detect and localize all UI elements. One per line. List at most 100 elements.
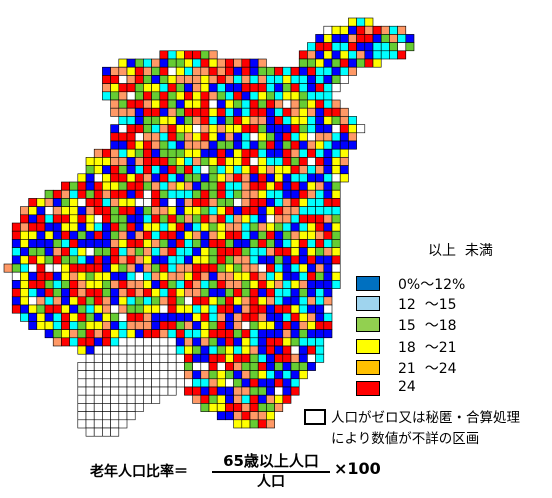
map-cell	[257, 353, 267, 363]
map-cell	[200, 116, 210, 125]
map-cell	[159, 116, 169, 125]
map-cell	[298, 58, 308, 68]
map-cell	[175, 353, 185, 363]
map-cell	[200, 255, 210, 265]
map-cell	[110, 124, 120, 134]
map-cell	[216, 312, 226, 322]
map-cell	[126, 214, 136, 224]
map-cell	[93, 353, 103, 363]
map-cell	[225, 107, 234, 117]
map-cell	[233, 58, 243, 68]
map-cell	[290, 116, 300, 125]
map-cell	[331, 157, 341, 166]
map-cell	[282, 214, 292, 224]
map-cell	[85, 394, 95, 404]
map-cell	[241, 394, 251, 404]
map-cell	[200, 83, 210, 93]
map-cell	[266, 288, 275, 298]
map-cell	[20, 271, 29, 281]
map-cell	[257, 230, 267, 240]
map-cell	[290, 288, 300, 298]
map-cell	[200, 296, 210, 306]
map-cell	[208, 321, 218, 330]
map-cell	[323, 222, 333, 232]
map-cell	[192, 378, 202, 388]
map-cell	[249, 157, 259, 166]
map-cell	[61, 337, 70, 347]
map-cell	[266, 132, 275, 142]
map-cell	[241, 222, 251, 232]
map-cell	[241, 288, 251, 298]
map-cell	[298, 353, 308, 363]
map-cell	[274, 239, 284, 248]
map-cell	[274, 403, 284, 412]
map-cell	[266, 206, 275, 216]
map-cell	[167, 116, 177, 125]
map-cell	[249, 403, 259, 412]
map-cell	[151, 132, 161, 142]
map-cell	[241, 419, 251, 429]
map-cell	[151, 198, 161, 207]
map-cell	[151, 362, 161, 371]
map-cell	[102, 189, 111, 199]
map-cell	[134, 107, 144, 117]
map-cell	[266, 222, 275, 232]
map-cell	[298, 362, 308, 371]
map-cell	[257, 370, 267, 380]
map-cell	[274, 206, 284, 216]
fraction-bar	[212, 471, 330, 473]
map-cell	[175, 239, 185, 248]
map-cell	[151, 222, 161, 232]
map-cell	[298, 50, 308, 60]
map-cell	[233, 321, 243, 330]
map-cell	[216, 280, 226, 289]
map-cell	[159, 181, 169, 191]
map-cell	[126, 230, 136, 240]
legend-swatch-3	[356, 339, 380, 354]
map-cell	[274, 189, 284, 199]
map-cell	[159, 222, 169, 232]
map-cell	[110, 66, 120, 76]
map-cell	[233, 263, 243, 273]
legend-swatch-5	[356, 381, 380, 396]
map-cell	[208, 50, 218, 60]
map-cell	[184, 140, 193, 150]
map-cell	[331, 75, 341, 84]
map-cell	[298, 173, 308, 183]
map-cell	[249, 411, 259, 421]
map-cell	[307, 304, 316, 314]
map-cell	[266, 214, 275, 224]
map-cell	[143, 345, 152, 355]
map-cell	[282, 116, 292, 125]
map-cell	[110, 427, 120, 437]
map-cell	[159, 140, 169, 150]
formula-left: 老年人口比率＝	[90, 464, 188, 480]
map-cell	[69, 181, 79, 191]
map-cell	[216, 263, 226, 273]
map-cell	[102, 370, 111, 380]
map-cell	[85, 198, 95, 207]
map-cell	[143, 222, 152, 232]
map-cell	[118, 99, 128, 109]
map-cell	[282, 107, 292, 117]
map-cell	[241, 58, 251, 68]
map-cell	[77, 394, 87, 404]
map-cell	[298, 247, 308, 257]
map-cell	[274, 132, 284, 142]
map-cell	[282, 345, 292, 355]
map-cell	[257, 165, 267, 175]
map-cell	[323, 173, 333, 183]
map-cell	[331, 34, 341, 43]
map-cell	[69, 198, 79, 207]
map-cell	[110, 198, 120, 207]
map-cell	[225, 239, 234, 248]
map-cell	[208, 362, 218, 371]
map-cell	[241, 247, 251, 257]
map-cell	[11, 255, 21, 265]
map-cell	[192, 107, 202, 117]
map-cell	[233, 107, 243, 117]
map-cell	[11, 288, 21, 298]
map-cell	[233, 337, 243, 347]
map-cell	[208, 66, 218, 76]
map-cell	[118, 132, 128, 142]
